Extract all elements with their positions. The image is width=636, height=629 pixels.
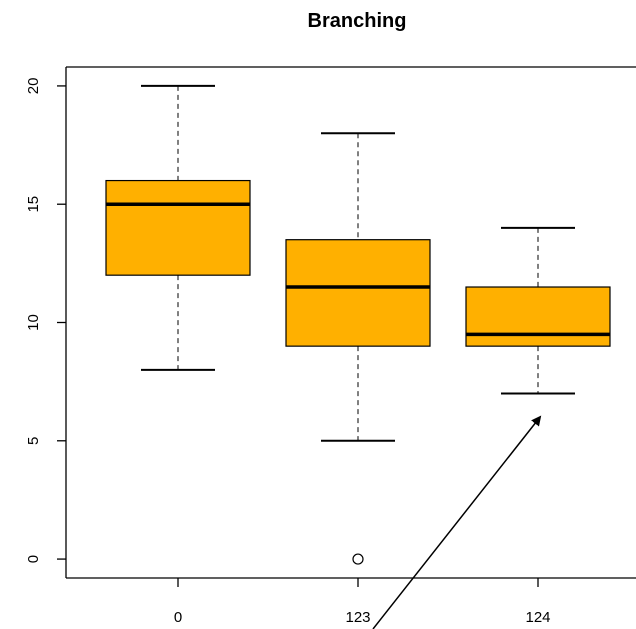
annotation-arrow [372, 415, 542, 629]
x-tick-label: 124 [525, 609, 550, 626]
y-tick-label: 15 [25, 196, 42, 213]
box-iqr [105, 179, 251, 276]
box-iqr [465, 286, 611, 347]
box-123 [285, 132, 431, 565]
box-124 [465, 226, 611, 395]
outlier-point [352, 553, 364, 565]
y-tick-label: 10 [25, 314, 42, 331]
y-tick-label: 5 [25, 437, 42, 445]
chart-title: Branching [308, 10, 407, 32]
x-tick-label: 123 [345, 609, 370, 626]
box-0 [105, 84, 251, 371]
box-iqr [285, 239, 431, 347]
x-tick-label: 0 [174, 609, 182, 626]
y-tick-label: 0 [25, 555, 42, 563]
y-tick-label: 20 [25, 78, 42, 95]
